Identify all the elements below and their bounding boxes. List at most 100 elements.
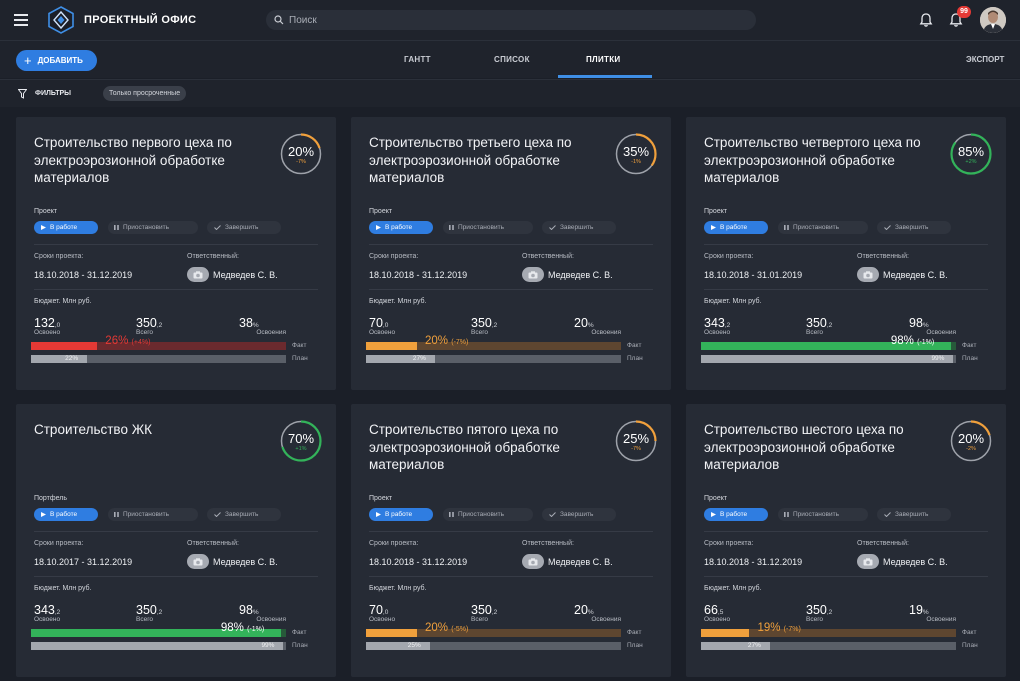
budget-label: Бюджет. Млн руб. [704, 298, 762, 305]
project-card[interactable]: Строительство третьего цеха по электроэр… [351, 117, 671, 390]
divider [704, 576, 988, 577]
responsible-avatar[interactable] [522, 554, 544, 569]
budget-spent: 343,2 [704, 316, 731, 330]
progress-label: Освоения [926, 616, 956, 623]
filters-label[interactable]: ФИЛЬТРЫ [35, 90, 72, 97]
responsible-avatar[interactable] [187, 267, 209, 282]
divider [369, 576, 653, 577]
project-dates: 18.10.2018 - 31.12.2019 [369, 270, 468, 280]
spent-label: Освоено [704, 616, 731, 623]
project-title[interactable]: Строительство четвертого цеха по электро… [704, 135, 921, 185]
pause-button[interactable]: Приостановить [108, 221, 198, 234]
responsible-avatar[interactable] [187, 554, 209, 569]
project-title[interactable]: Строительство ЖК [34, 422, 153, 437]
tab-list[interactable]: СПИСОК [494, 55, 530, 64]
responsible-avatar[interactable] [522, 267, 544, 282]
total-label: Всего [806, 616, 824, 623]
pause-button[interactable]: Приостановить [108, 508, 198, 521]
budget-total: 350,2 [471, 603, 498, 617]
responsible-avatar[interactable] [857, 554, 879, 569]
bell-icon[interactable] [919, 12, 933, 28]
responsible-name[interactable]: Медведев С. В. [548, 557, 613, 567]
budget-label: Бюджет. Млн руб. [34, 585, 92, 592]
progress-value: 20% [287, 144, 315, 159]
plan-label: План [627, 355, 643, 362]
divider [34, 244, 318, 245]
progress-ring [280, 133, 322, 175]
complete-button[interactable]: Завершить [207, 508, 281, 521]
search-bar[interactable] [266, 10, 756, 30]
responsible-name[interactable]: Медведев С. В. [213, 557, 278, 567]
divider [704, 289, 988, 290]
export-button[interactable]: ЭКСПОРТ [966, 55, 1005, 64]
project-dates: 18.10.2018 - 31.12.2019 [704, 557, 803, 567]
plan-label: План [292, 642, 308, 649]
progress-delta: +2% [965, 159, 977, 165]
pause-button[interactable]: Приостановить [778, 508, 868, 521]
run-button[interactable]: В работе [704, 508, 768, 521]
pause-button[interactable]: Приостановить [778, 221, 868, 234]
run-button[interactable]: В работе [704, 221, 768, 234]
complete-button[interactable]: Завершить [542, 508, 616, 521]
plan-percent: 99% [261, 642, 275, 649]
budget-label: Бюджет. Млн руб. [704, 585, 762, 592]
project-title[interactable]: Строительство шестого цеха по электроэро… [704, 422, 904, 472]
progress-label: Освоения [256, 616, 286, 623]
responsible-name[interactable]: Медведев С. В. [213, 270, 278, 280]
project-card[interactable]: Строительство первого цеха по электроэро… [16, 117, 336, 390]
run-button[interactable]: В работе [34, 221, 98, 234]
project-type: Проект [704, 495, 728, 502]
project-title[interactable]: Строительство первого цеха по электроэро… [34, 135, 232, 185]
project-dates: 18.10.2018 - 31.12.2019 [369, 557, 468, 567]
pause-button[interactable]: Приостановить [443, 221, 533, 234]
app-logo-icon[interactable] [47, 6, 75, 34]
budget-total: 350,2 [136, 603, 163, 617]
plan-bar [701, 355, 956, 363]
responsible-avatar[interactable] [857, 267, 879, 282]
total-label: Всего [136, 616, 154, 623]
progress-value: 20% [957, 431, 985, 446]
complete-button-label: Завершить [560, 511, 594, 518]
fact-bar [31, 342, 286, 350]
project-card[interactable]: Строительство ЖК 70% +1% Портфель В рабо… [16, 404, 336, 677]
responsible-label: Ответственный: [522, 540, 574, 547]
project-card[interactable]: Строительство пятого цеха по электроэроз… [351, 404, 671, 677]
fact-percent: 98% (-1%) [890, 335, 935, 347]
progress-delta: +1% [295, 446, 307, 452]
filter-icon[interactable] [18, 89, 27, 99]
progress-value: 25% [622, 431, 650, 446]
fact-label: Факт [292, 342, 307, 349]
complete-button[interactable]: Завершить [877, 508, 951, 521]
camera-icon [528, 270, 538, 278]
pause-icon [449, 512, 454, 517]
responsible-name[interactable]: Медведев С. В. [883, 270, 948, 280]
project-card[interactable]: Строительство шестого цеха по электроэро… [686, 404, 1006, 677]
tab-tiles[interactable]: ПЛИТКИ [586, 55, 621, 64]
add-button[interactable]: + ДОБАВИТЬ [16, 50, 97, 71]
tab-gantt[interactable]: ГАНТТ [404, 55, 431, 64]
fact-label: Факт [962, 629, 977, 636]
menu-icon[interactable] [14, 14, 28, 26]
complete-button[interactable]: Завершить [542, 221, 616, 234]
pause-icon [114, 512, 119, 517]
complete-button[interactable]: Завершить [207, 221, 281, 234]
divider [34, 576, 318, 577]
pause-button-label: Приостановить [458, 224, 504, 231]
responsible-name[interactable]: Медведев С. В. [548, 270, 613, 280]
fact-bar [31, 629, 286, 637]
pause-button[interactable]: Приостановить [443, 508, 533, 521]
complete-button-label: Завершить [225, 511, 259, 518]
user-avatar[interactable] [980, 7, 1006, 33]
run-button[interactable]: В работе [34, 508, 98, 521]
project-title[interactable]: Строительство третьего цеха по электроэр… [369, 135, 572, 185]
filters-bar: ФИЛЬТРЫ Только просроченные [0, 79, 1020, 107]
search-input[interactable] [289, 14, 739, 26]
run-button[interactable]: В работе [369, 221, 433, 234]
complete-button[interactable]: Завершить [877, 221, 951, 234]
budget-label: Бюджет. Млн руб. [34, 298, 92, 305]
responsible-name[interactable]: Медведев С. В. [883, 557, 948, 567]
project-card[interactable]: Строительство четвертого цеха по электро… [686, 117, 1006, 390]
overdue-filter-chip[interactable]: Только просроченные [103, 86, 187, 101]
run-button[interactable]: В работе [369, 508, 433, 521]
project-title[interactable]: Строительство пятого цеха по электроэроз… [369, 422, 560, 472]
